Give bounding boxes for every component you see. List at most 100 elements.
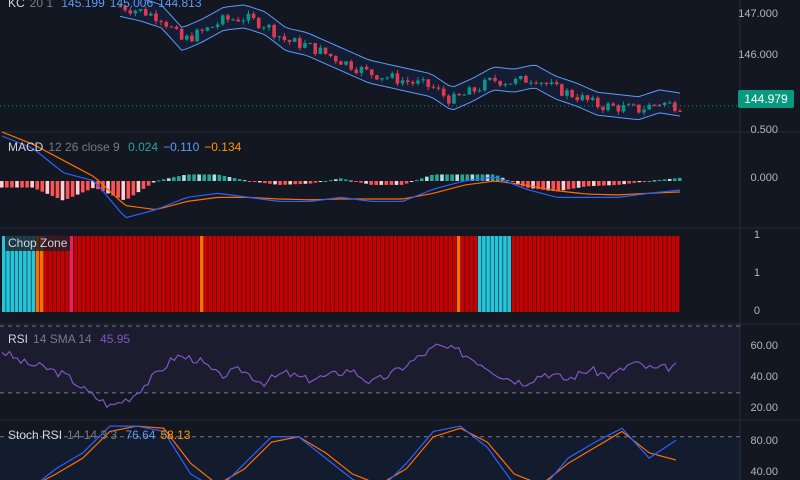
macd-histogram-bar: [237, 179, 242, 181]
macd-histogram-bar: [80, 181, 85, 193]
chop-zone-bar: [507, 236, 511, 312]
chop-zone-bar: [562, 236, 566, 312]
macd-histogram-bar: [172, 177, 176, 181]
candle-body: [298, 38, 302, 48]
macd-histogram-bar: [232, 178, 237, 181]
chop-zone-bar: [439, 236, 444, 312]
macd-histogram-bar: [546, 181, 551, 191]
candle-body: [179, 28, 184, 40]
macd-histogram-bar: [328, 180, 333, 182]
macd-histogram-bar: [642, 181, 647, 182]
macd-histogram-bar: [389, 181, 394, 185]
rsi-tick: 60.00: [750, 340, 778, 352]
macd-histogram-bar: [576, 181, 581, 188]
chop-zone-bar: [347, 236, 351, 312]
candle-body: [349, 61, 353, 70]
macd-histogram-bar: [354, 181, 358, 182]
macd-histogram-bar: [409, 181, 414, 182]
chop-zone-bar: [591, 236, 596, 312]
candle-body: [318, 47, 323, 54]
chop-zone-bar: [553, 236, 558, 312]
macd-histogram-bar: [374, 181, 379, 185]
chop-zone-bar: [187, 236, 191, 312]
macd-histogram-bar: [298, 181, 303, 185]
chop-zone-bar: [494, 236, 499, 312]
macd-histogram-bar: [222, 175, 227, 181]
price-tick: 147.000: [738, 8, 778, 20]
macd-histogram-bar: [521, 181, 525, 187]
chop-zone-bar: [267, 236, 271, 312]
candle-body: [585, 95, 590, 100]
chop-zone-bar: [587, 236, 591, 312]
macd-histogram-bar: [227, 176, 232, 181]
chop-zone-bar: [574, 236, 579, 312]
chop-zone-bar: [351, 236, 356, 312]
chop-zone-bar: [549, 236, 554, 312]
chop-zone-bar: [229, 236, 234, 312]
macd-histogram-bar: [369, 181, 373, 185]
candle-body: [184, 35, 189, 40]
chop-zone-bar: [65, 236, 69, 312]
chop-zone-bar: [456, 236, 461, 312]
chop-zone-bar: [44, 236, 48, 312]
rsi-tick: 40.00: [750, 371, 778, 383]
candle-body: [169, 26, 174, 28]
candle-body: [339, 61, 343, 65]
macd-histogram-bar: [65, 181, 70, 199]
candle-body: [205, 27, 210, 31]
chop-zone-bar: [204, 236, 208, 312]
candle-body: [138, 9, 143, 11]
macd-histogram-bar: [470, 174, 475, 181]
candle-body: [226, 15, 230, 20]
candle-body: [154, 13, 158, 22]
macd-histogram-bar: [394, 181, 399, 185]
macd-histogram-bar: [136, 181, 141, 193]
chop-zone-bar: [477, 236, 482, 312]
chop-zone-bar: [355, 236, 360, 312]
chop-zone-bar: [212, 236, 217, 312]
chop-zone-bar: [77, 236, 82, 312]
chop-zone-bar: [671, 236, 676, 312]
candle-body: [354, 69, 359, 73]
macd-histogram-bar: [586, 181, 591, 187]
chop-zone-bar: [452, 236, 457, 312]
chop-zone-bar: [124, 236, 128, 312]
candle-body: [282, 36, 287, 41]
macd-histogram-bar: [536, 181, 540, 190]
chop-zone-bar: [473, 236, 478, 312]
candle-body: [323, 47, 328, 54]
rsi-line: [1, 343, 677, 409]
candle-body: [452, 93, 456, 104]
chop-zone-bar: [364, 236, 368, 312]
candle-body: [426, 79, 431, 87]
chop-zone-bar: [288, 236, 292, 312]
keltner-lower-line: [119, 15, 681, 121]
candle-body: [292, 38, 297, 42]
chop-zone-bar: [414, 236, 419, 312]
chop-zone-bar: [637, 236, 642, 312]
chop-zone-bar: [650, 236, 655, 312]
macd-histogram-bar: [202, 174, 206, 181]
candle-body: [159, 21, 163, 23]
candle-body: [554, 82, 559, 85]
macd-histogram-bar: [0, 181, 4, 188]
candle-body: [626, 104, 631, 106]
chop-zone-bar: [444, 236, 448, 312]
candle-body: [143, 9, 148, 16]
chop-zone-bar: [381, 236, 385, 312]
macd-histogram-bar: [75, 181, 80, 195]
macd-histogram-bar: [364, 181, 368, 184]
macd-histogram-bar: [662, 179, 667, 181]
macd-value: −0.110: [163, 140, 200, 154]
candle-body: [539, 82, 544, 84]
macd-histogram-bar: [35, 181, 40, 190]
macd-histogram-bar: [526, 181, 530, 188]
chop-zone-bar: [6, 236, 10, 312]
candle-body: [549, 82, 554, 84]
chop-zone-bar: [111, 236, 116, 312]
macd-histogram-bar: [126, 181, 131, 199]
candle-body: [652, 104, 657, 106]
chop-zone-bar: [524, 236, 528, 312]
chop-zone-bar: [423, 236, 427, 312]
